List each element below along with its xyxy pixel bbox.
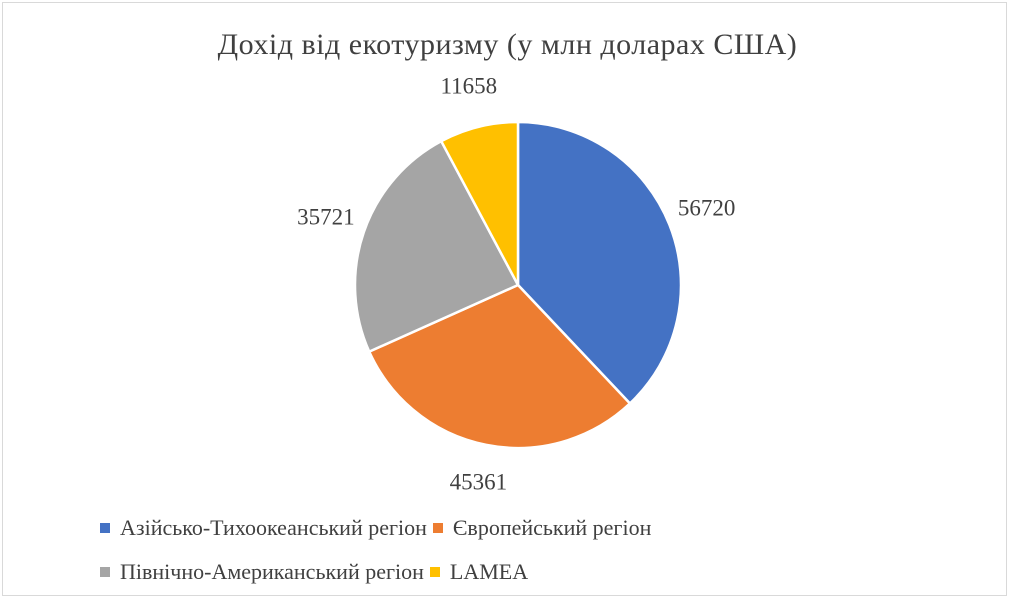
data-label-europe: 45361 xyxy=(450,469,508,494)
legend-label: Північно-Американський регіон xyxy=(120,559,424,584)
legend-swatch xyxy=(432,523,443,533)
data-label-asia-pacific: 56720 xyxy=(678,195,736,220)
chart-legend: Азійсько-Тихоокеанський регіон Європейсь… xyxy=(100,506,900,594)
legend-row: Азійсько-Тихоокеанський регіон Європейсь… xyxy=(100,506,900,550)
slice-asia-pacific xyxy=(516,120,683,405)
pie-slices xyxy=(353,120,683,450)
legend-swatch xyxy=(429,567,440,577)
slice-north-america xyxy=(353,139,520,353)
legend-swatch xyxy=(100,523,110,533)
legend-item-asia-pacific: Азійсько-Тихоокеанський регіон xyxy=(100,515,427,541)
legend-swatch xyxy=(100,567,110,577)
legend-row: Північно-Американський регіон LAMEA xyxy=(100,550,900,594)
legend-item-lamea: LAMEA xyxy=(429,559,529,585)
data-label-lamea: 11658 xyxy=(440,73,497,98)
legend-label: Європейський регіон xyxy=(452,515,652,540)
legend-item-europe: Європейський регіон xyxy=(432,515,652,541)
legend-label: Азійсько-Тихоокеанський регіон xyxy=(120,515,427,540)
slice-europe xyxy=(367,283,632,450)
chart-title: Дохід від екотуризму (у млн доларах США) xyxy=(217,28,798,61)
legend-item-north-america: Північно-Американський регіон xyxy=(100,559,424,585)
slice-lamea xyxy=(440,120,520,287)
data-label-north-america: 35721 xyxy=(297,204,355,229)
legend-label: LAMEA xyxy=(449,559,529,584)
pie-data-labels: 56720 45361 35721 11658 xyxy=(297,73,735,494)
